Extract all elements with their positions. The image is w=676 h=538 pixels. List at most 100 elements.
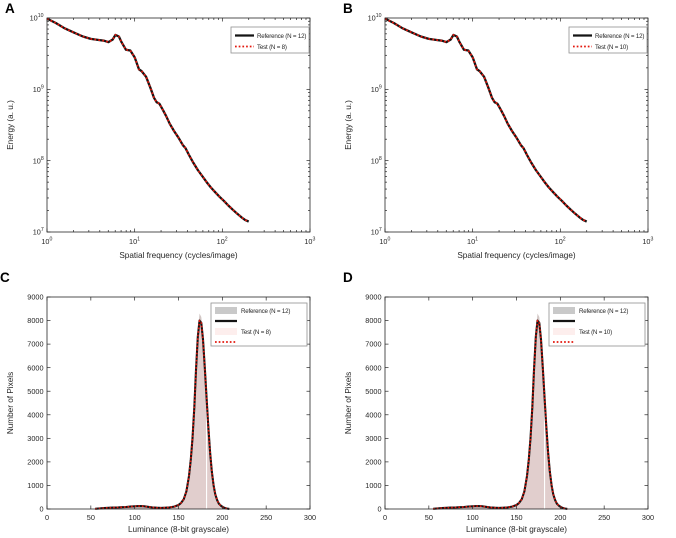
legend-box xyxy=(568,26,648,54)
tick-label: 300 xyxy=(304,513,316,522)
tick-label: 103 xyxy=(304,237,315,246)
legend-swatch-fill xyxy=(215,328,237,335)
tick-label: 6000 xyxy=(365,363,381,372)
legend-label: Reference (N = 12) xyxy=(579,308,628,315)
reference-curve xyxy=(46,17,250,223)
tick-label: 107 xyxy=(371,227,382,236)
legend-label: Test (N = 10) xyxy=(595,44,628,51)
legend-label: Reference (N = 12) xyxy=(257,33,306,40)
legend: Reference (N = 12) Test (N = 10) xyxy=(568,26,648,54)
tick-label: 0 xyxy=(377,505,381,514)
luminance-histogram-chart-d: 0 50 100 150 200 250 3000100020003000400050006… xyxy=(344,293,654,534)
panel-label-b: B xyxy=(343,1,353,16)
tick-label: 2000 xyxy=(27,457,43,466)
reference-fill xyxy=(95,313,230,509)
tick-label: 6000 xyxy=(27,363,43,372)
test-curve xyxy=(95,319,230,510)
y-axis-label: Energy (a. u.) xyxy=(344,100,353,150)
tick-label: 200 xyxy=(216,513,228,522)
legend: Reference (N = 12) Test (N = 10) xyxy=(548,302,646,347)
tick-label: 2000 xyxy=(365,457,381,466)
legend-label: Test (N = 8) xyxy=(241,329,271,336)
x-axis-label: Luminance (8-bit grayscale) xyxy=(128,525,229,534)
test-fill xyxy=(433,320,568,509)
tick-label: 108 xyxy=(371,156,382,165)
y-axis-label: Energy (a. u.) xyxy=(6,100,15,150)
tick-label: 102 xyxy=(555,237,566,246)
legend-swatch-fill xyxy=(553,328,575,335)
tick-label: 150 xyxy=(172,513,184,522)
panel-c: C 0 50 100 150 200 250 300 0 1000 2000 3000 4000 500… xyxy=(0,269,338,538)
legend-label: Reference (N = 12) xyxy=(241,308,290,315)
legend-label: Test (N = 8) xyxy=(257,44,287,51)
y-axis-label: Number of Pixels xyxy=(6,372,15,434)
tick-label: 7000 xyxy=(365,340,381,349)
energy-spectrum-chart-b: 100 101 102 103 107 108 109 1010 Spatial frequen… xyxy=(344,13,654,260)
x-axis-label: Spatial frequency (cycles/image) xyxy=(457,251,576,260)
axes: 100 101 102 103 107 108 109 1010 xyxy=(30,13,316,246)
tick-label: 50 xyxy=(87,513,95,522)
test-curve xyxy=(433,319,568,510)
test-curve xyxy=(384,17,588,223)
tick-label: 108 xyxy=(33,156,44,165)
panel-label-a: A xyxy=(5,1,15,16)
tick-label: 9000 xyxy=(365,293,381,302)
tick-label: 4000 xyxy=(27,410,43,419)
tick-label: 109 xyxy=(371,85,382,94)
panel-b: B 100 101 102 103 107 108 109 1010 Spatial frequ… xyxy=(338,0,676,269)
tick-label: 1010 xyxy=(368,13,382,22)
tick-label: 8000 xyxy=(365,316,381,325)
tick-label: 109 xyxy=(33,85,44,94)
x-axis-label: Luminance (8-bit grayscale) xyxy=(466,525,567,534)
tick-label: 4000 xyxy=(365,410,381,419)
tick-label: 101 xyxy=(129,237,140,246)
tick-label: 0 xyxy=(45,513,49,522)
tick-label: 100 xyxy=(129,513,141,522)
tick-label: 250 xyxy=(260,513,272,522)
plot-frame xyxy=(384,17,649,233)
tick-label: 102 xyxy=(217,237,228,246)
test-curve xyxy=(46,17,250,223)
test-fill xyxy=(95,320,230,509)
legend-swatch-fill xyxy=(553,307,575,314)
tick-label: 1000 xyxy=(27,481,43,490)
tick-label: 103 xyxy=(642,237,653,246)
axes: 0 50 100 150 200 250 3000100020003000400050006… xyxy=(365,293,654,522)
tick-label: 101 xyxy=(467,237,478,246)
energy-spectrum-chart-a: 100 101 102 103 107 108 109 1010 Spatial frequen… xyxy=(6,13,316,260)
x-axis-label: Spatial frequency (cycles/image) xyxy=(119,251,238,260)
panel-a: A 100 101 102 103 107 108 109 1010 Spatial frequ… xyxy=(0,0,338,269)
tick-label: 200 xyxy=(554,513,566,522)
tick-label: 107 xyxy=(33,227,44,236)
legend: Reference (N = 12) Test (N = 8) xyxy=(210,302,308,347)
tick-label: 9000 xyxy=(27,293,43,302)
tick-label: 250 xyxy=(598,513,610,522)
luminance-histogram-chart-c: 0 50 100 150 200 250 3000100020003000400050006… xyxy=(6,293,316,534)
tick-label: 150 xyxy=(510,513,522,522)
tick-label: 0 xyxy=(383,513,387,522)
panel-label-d: D xyxy=(343,270,353,285)
legend: Reference (N = 12) Test (N = 8) xyxy=(230,26,310,54)
tick-label: 0 xyxy=(39,505,43,514)
tick-label: 3000 xyxy=(27,434,43,443)
legend-box xyxy=(230,26,310,54)
tick-label: 5000 xyxy=(365,387,381,396)
tick-label: 100 xyxy=(467,513,479,522)
tick-label: 1010 xyxy=(30,13,44,22)
legend-label: Test (N = 10) xyxy=(579,329,612,336)
tick-label: 100 xyxy=(379,237,390,246)
panel-d: D 0 50 100 150 200 250 300 0 1000 2000 3000 4000 500… xyxy=(338,269,676,538)
panel-label-c: C xyxy=(0,270,10,285)
y-axis-label: Number of Pixels xyxy=(344,372,353,434)
legend-swatch-fill xyxy=(215,307,237,314)
legend-label: Reference (N = 12) xyxy=(595,33,644,40)
tick-label: 300 xyxy=(642,513,654,522)
tick-label: 3000 xyxy=(365,434,381,443)
tick-label: 5000 xyxy=(27,387,43,396)
tick-label: 7000 xyxy=(27,340,43,349)
tick-label: 8000 xyxy=(27,316,43,325)
reference-curve xyxy=(384,17,588,223)
tick-label: 50 xyxy=(425,513,433,522)
axes: 100 101 102 103 107 108 109 1010 xyxy=(368,13,654,246)
